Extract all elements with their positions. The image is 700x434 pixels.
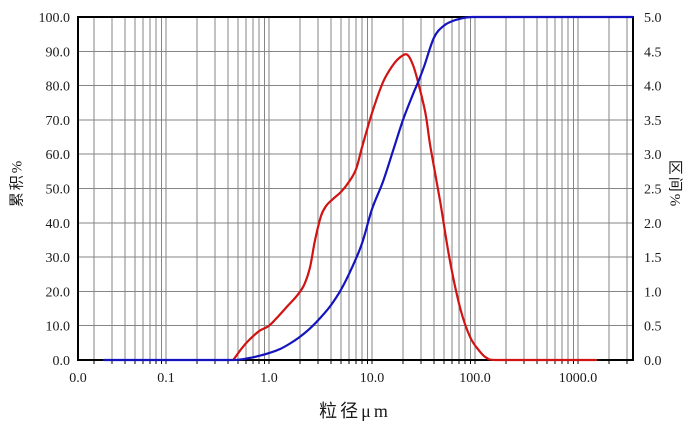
y-right-tick-label: 3.0 xyxy=(644,148,662,163)
x-tick-label: 1000.0 xyxy=(559,371,598,386)
y-right-tick-label: 0.5 xyxy=(644,320,662,335)
x-tick-label: 1.0 xyxy=(260,371,278,386)
y-left-tick-label: 0.0 xyxy=(53,354,71,369)
y-right-tick-label: 1.0 xyxy=(644,285,662,300)
plot-frame xyxy=(77,16,634,361)
y-right-tick-label: 4.5 xyxy=(644,45,662,60)
y-left-tick-label: 20.0 xyxy=(46,285,71,300)
x-tick-label: 10.0 xyxy=(360,371,385,386)
x-tick-label: 0.1 xyxy=(157,371,175,386)
y-left-tick-label: 70.0 xyxy=(46,114,71,129)
y-right-axis-title: 区间% xyxy=(666,159,683,209)
y-left-axis-title: 累积% xyxy=(9,158,26,208)
y-left-tick-label: 100.0 xyxy=(39,11,71,26)
y-left-tick-label: 30.0 xyxy=(46,251,71,266)
y-right-tick-label: 4.0 xyxy=(644,80,662,95)
x-tick-label: 100.0 xyxy=(459,371,491,386)
frequency-curve xyxy=(232,53,598,362)
y-left-tick-label: 40.0 xyxy=(46,217,71,232)
y-left-tick-label: 60.0 xyxy=(46,148,71,163)
y-left-tick-label: 90.0 xyxy=(46,45,71,60)
y-right-tick-label: 5.0 xyxy=(644,11,662,26)
x-tick-label: 0.0 xyxy=(69,371,87,386)
y-right-tick-label: 2.5 xyxy=(644,183,662,198)
y-right-tick-label: 1.5 xyxy=(644,251,662,266)
y-right-tick-label: 0.0 xyxy=(644,354,662,369)
cumulative-curve xyxy=(102,15,634,362)
y-left-tick-label: 50.0 xyxy=(46,183,71,198)
x-axis-title: 粒径μm xyxy=(319,401,391,421)
y-right-tick-label: 2.0 xyxy=(644,217,662,232)
y-right-tick-label: 3.5 xyxy=(644,114,662,129)
y-left-tick-label: 80.0 xyxy=(46,80,71,95)
y-left-tick-label: 10.0 xyxy=(46,320,71,335)
